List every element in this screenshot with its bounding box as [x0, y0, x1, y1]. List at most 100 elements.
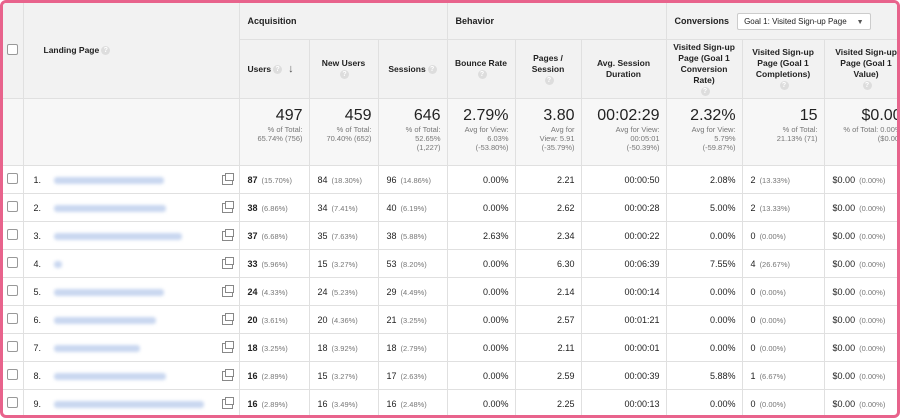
- cell-new: 84 (18.30%): [309, 165, 379, 194]
- cell-new-value: 20: [317, 314, 328, 325]
- row-checkbox[interactable]: [7, 397, 19, 408]
- cell-comp-pct: (13.33%): [759, 175, 790, 185]
- goal-select-dropdown[interactable]: Goal 1: Visited Sign-up Page ▼: [737, 12, 871, 30]
- table-row[interactable]: 2. 38 (6.86%) 34 (7.41%) 40 (6.19%) 0.00% 2.62 00…: [3, 193, 897, 222]
- landing-page-header[interactable]: Landing Page?: [23, 3, 240, 99]
- value-column-header[interactable]: Visited Sign-up Page (Goal 1 Value)?: [824, 39, 897, 99]
- row-checkbox[interactable]: [7, 285, 19, 296]
- conversions-group-header: Conversions Goal 1: Visited Sign-up Page ▼: [666, 3, 897, 40]
- help-icon[interactable]: ?: [544, 75, 554, 85]
- row-checkbox-cell: [3, 361, 24, 390]
- help-icon[interactable]: ?: [700, 86, 710, 96]
- row-checkbox[interactable]: [7, 173, 19, 184]
- cell-dur: 00:00:13: [581, 389, 667, 415]
- cell-comp-value: 0: [750, 342, 756, 353]
- external-link-icon[interactable]: [221, 256, 234, 269]
- help-icon[interactable]: ?: [779, 81, 789, 91]
- table-row[interactable]: 3. 37 (6.68%) 35 (7.63%) 38 (5.88%) 2.63% 2.34 00…: [3, 221, 897, 250]
- cell-dur: 00:01:21: [581, 305, 667, 334]
- total-duration-sub3: (-50.39%): [626, 143, 660, 152]
- row-checkbox[interactable]: [7, 341, 19, 352]
- row-checkbox[interactable]: [7, 257, 19, 268]
- help-icon[interactable]: ?: [273, 64, 283, 74]
- table-row[interactable]: 6. 20 (3.61%) 20 (4.36%) 21 (3.25%) 0.00% 2.57 00…: [3, 305, 897, 334]
- cell-val: $0.00 (0.00%): [824, 305, 897, 334]
- table-row[interactable]: 9. 16 (2.89%) 16 (3.49%) 16 (2.48%) 0.00% 2.25 00…: [3, 389, 897, 415]
- cell-val-value: $0.00: [832, 286, 856, 297]
- users-column-header[interactable]: Users? ↓: [239, 39, 310, 99]
- row-checkbox[interactable]: [7, 313, 19, 324]
- cell-bounce: 0.00%: [447, 305, 516, 334]
- landing-page-link[interactable]: [53, 372, 166, 380]
- cell-new: 15 (3.27%): [309, 249, 379, 278]
- row-checkbox[interactable]: [7, 201, 19, 212]
- table-row[interactable]: 8. 16 (2.89%) 15 (3.27%) 17 (2.63%) 0.00% 2.59 00…: [3, 361, 897, 390]
- help-icon[interactable]: ?: [340, 70, 349, 80]
- landing-page-link[interactable]: [53, 288, 164, 296]
- total-bounce-rate: 2.79% Avg for View: 6.03% (-53.80%): [447, 98, 516, 166]
- row-checkbox[interactable]: [7, 229, 19, 240]
- cell-val: $0.00 (0.00%): [824, 165, 897, 194]
- external-link-icon[interactable]: [221, 172, 234, 185]
- landing-page-link[interactable]: [53, 260, 62, 268]
- landing-page-link[interactable]: [53, 176, 164, 184]
- cell-pps: 2.21: [515, 165, 582, 194]
- cell-users-value: 24: [247, 286, 258, 297]
- external-link-icon[interactable]: [221, 228, 234, 241]
- cell-val-pct: (0.00%): [859, 371, 886, 381]
- sessions-column-header[interactable]: Sessions?: [378, 39, 448, 99]
- cell-bounce: 0.00%: [447, 389, 516, 415]
- new-users-column-header[interactable]: New Users?: [309, 39, 379, 99]
- external-link-icon[interactable]: [221, 340, 234, 353]
- table-row[interactable]: 1. 87 (15.70%) 84 (18.30%) 96 (14.86%) 0.00% 2.2…: [3, 165, 897, 194]
- landing-page-link[interactable]: [53, 400, 204, 408]
- behavior-group-header: Behavior: [447, 3, 667, 40]
- cell-val-value: $0.00: [832, 174, 856, 185]
- help-icon[interactable]: ?: [427, 64, 437, 74]
- landing-page-cell: 4.: [23, 249, 240, 278]
- landing-page-report-table: Landing Page? Acquisition Behavior Conve…: [3, 3, 900, 415]
- table-row[interactable]: 5. 24 (4.33%) 24 (5.23%) 29 (4.49%) 0.00% 2.14 00…: [3, 277, 897, 306]
- help-icon[interactable]: ?: [101, 46, 111, 56]
- cell-conv-value: 5.88%: [710, 370, 736, 381]
- total-bounce-value: 2.79%: [463, 107, 509, 124]
- cell-dur-value: 00:00:14: [624, 286, 660, 297]
- row-checkbox[interactable]: [7, 369, 19, 380]
- total-value-sub1: % of Total: 0.00%: [843, 125, 900, 134]
- total-sessions-sub3: (1,227): [416, 143, 441, 152]
- pages-session-column-header[interactable]: Pages / Session?: [515, 39, 582, 99]
- external-link-icon[interactable]: [221, 368, 234, 381]
- cell-sess-value: 53: [386, 258, 397, 269]
- table-row[interactable]: 7. 18 (3.25%) 18 (3.92%) 18 (2.79%) 0.00% 2.11 00…: [3, 333, 897, 362]
- help-icon[interactable]: ?: [477, 70, 487, 80]
- bounce-rate-column-header[interactable]: Bounce Rate?: [447, 39, 516, 99]
- sort-descending-icon[interactable]: ↓: [288, 62, 294, 75]
- cell-conv: 0.00%: [666, 221, 743, 250]
- external-link-icon[interactable]: [221, 200, 234, 213]
- cell-comp: 2 (13.33%): [742, 193, 825, 222]
- completions-column-header[interactable]: Visited Sign-up Page (Goal 1 Completions…: [742, 39, 825, 99]
- cell-new: 16 (3.49%): [309, 389, 379, 415]
- landing-page-link[interactable]: [53, 344, 140, 352]
- table-row[interactable]: 4. 33 (5.96%) 15 (3.27%) 53 (8.20%) 0.00% 6.30 00…: [3, 249, 897, 278]
- landing-page-link[interactable]: [53, 204, 166, 212]
- external-link-icon[interactable]: [221, 396, 234, 409]
- total-users-value: 497: [275, 107, 303, 124]
- avg-duration-column-header[interactable]: Avg. Session Duration: [581, 39, 667, 99]
- cell-dur-value: 00:06:39: [624, 258, 660, 269]
- bounce-rate-column-label: Bounce Rate: [455, 58, 507, 68]
- cell-users: 38 (6.86%): [239, 193, 310, 222]
- external-link-icon[interactable]: [221, 312, 234, 325]
- landing-page-cell: 1.: [23, 165, 240, 194]
- help-icon[interactable]: ?: [862, 81, 872, 91]
- select-all-checkbox[interactable]: [7, 43, 19, 55]
- external-link-icon[interactable]: [221, 284, 234, 297]
- cell-users-value: 33: [247, 258, 258, 269]
- cell-users-value: 87: [247, 174, 258, 185]
- landing-page-link[interactable]: [53, 316, 156, 324]
- cell-val-pct: (0.00%): [859, 399, 886, 409]
- total-pps-sub1: Avg for: [550, 125, 575, 134]
- landing-page-link[interactable]: [53, 232, 182, 240]
- conversion-rate-column-header[interactable]: Visited Sign-up Page (Goal 1 Conversion …: [666, 39, 743, 99]
- cell-conv: 0.00%: [666, 277, 743, 306]
